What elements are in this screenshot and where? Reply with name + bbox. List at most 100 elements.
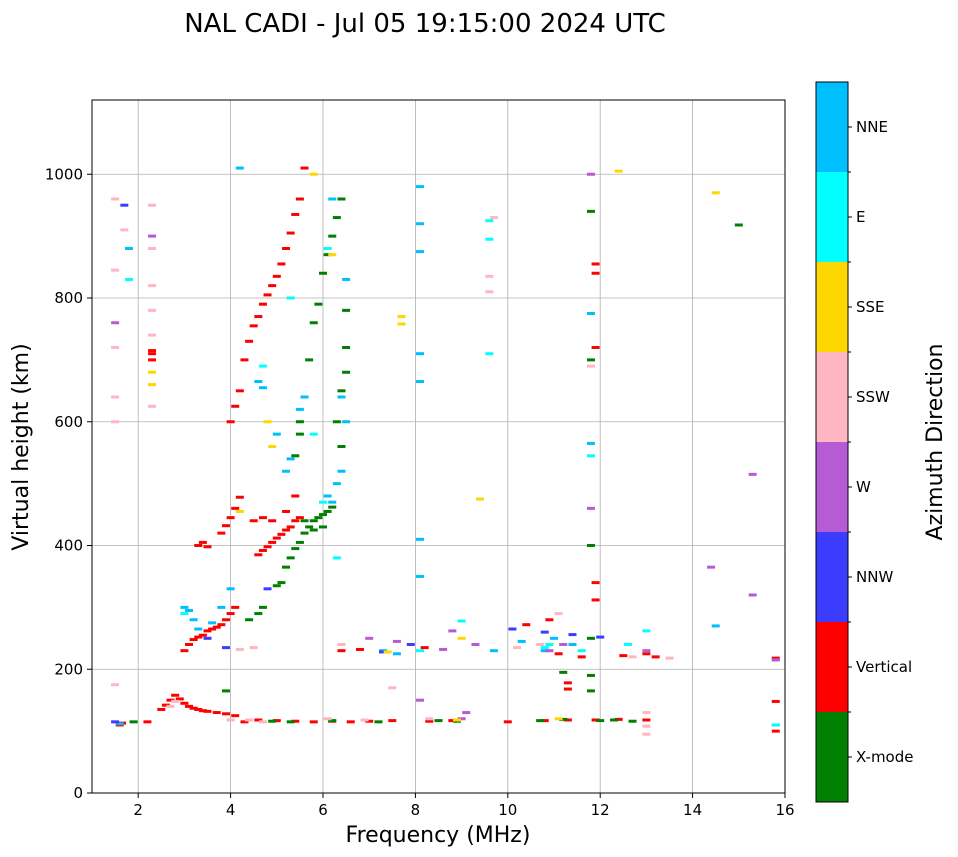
colorbar-frame: [815, 81, 849, 803]
data-point-vertical: [563, 681, 572, 685]
data-point-vertical: [208, 627, 217, 631]
data-point-x-mode: [277, 581, 286, 585]
data-point-vertical: [300, 166, 309, 170]
data-point-x-mode: [129, 720, 138, 724]
data-point-vertical: [203, 545, 212, 549]
data-point-vertical: [180, 649, 189, 653]
data-point-e: [323, 247, 332, 250]
data-point-ssw: [111, 420, 120, 424]
data-point-nne: [416, 537, 425, 541]
data-point-ssw: [485, 290, 494, 294]
data-point-x-mode: [559, 670, 568, 674]
data-point-ssw: [425, 717, 434, 721]
data-point-vertical: [249, 324, 258, 328]
data-point-ssw: [111, 346, 120, 349]
data-point-vertical: [268, 284, 277, 288]
data-point-w: [748, 472, 757, 476]
data-point-e: [485, 219, 494, 223]
data-point-nnw: [379, 650, 388, 654]
colorbar-swatch: [816, 262, 848, 352]
data-point-vertical: [226, 516, 235, 520]
data-point-vertical: [355, 647, 364, 651]
data-point-x-mode: [342, 346, 351, 349]
data-point-vertical: [212, 625, 221, 629]
data-point-w: [586, 172, 595, 176]
data-point-vertical: [771, 729, 780, 733]
data-point-x-mode: [586, 544, 595, 547]
data-point-w: [642, 649, 651, 653]
y-axis-ticks: 0 200 400 600 800 1000: [45, 165, 92, 802]
data-point-x-mode: [734, 223, 743, 227]
data-point-nne: [272, 432, 281, 436]
data-point-vertical: [268, 540, 277, 544]
colorbar-swatch: [816, 82, 848, 172]
data-point-vertical: [185, 643, 194, 646]
data-point-x-mode: [319, 525, 327, 529]
data-point-nnw: [508, 627, 517, 631]
data-point-ssw: [536, 643, 545, 646]
data-point-x-mode: [332, 420, 341, 424]
data-point-ssw: [249, 646, 258, 650]
data-point-sse: [452, 718, 461, 722]
data-point-nne: [208, 621, 217, 625]
data-point-nne: [568, 643, 577, 646]
data-point-vertical: [591, 581, 600, 585]
data-point-vertical: [263, 293, 272, 297]
data-point-ssw: [111, 197, 120, 201]
data-point-nne: [185, 608, 194, 612]
data-point-x-mode: [323, 253, 332, 257]
data-point-nnw: [111, 720, 120, 724]
data-point-x-mode: [374, 720, 383, 724]
colorbar-title: Azimuth Direction: [923, 343, 948, 540]
data-point-nne: [342, 420, 351, 424]
data-point-nne: [323, 494, 332, 498]
data-point-ssw: [111, 268, 120, 272]
data-point-vertical: [148, 352, 157, 356]
data-point-x-mode: [342, 370, 351, 374]
data-point-vertical: [148, 358, 157, 362]
data-point-w: [448, 629, 457, 633]
data-point-x-mode: [586, 636, 595, 640]
data-point-vertical: [295, 516, 304, 520]
data-point-x-mode: [295, 540, 304, 544]
x-axis-ticks: 2 4 6 8 10 12 14 16: [133, 793, 795, 819]
data-point-ssw: [245, 718, 254, 722]
data-point-nnw: [596, 635, 605, 639]
data-point-x-mode: [610, 718, 619, 722]
data-point-x-mode: [314, 302, 323, 306]
data-point-vertical: [291, 519, 300, 523]
data-point-nnw: [540, 630, 549, 634]
data-point-vertical: [258, 302, 267, 306]
data-point-x-mode: [328, 719, 337, 723]
data-point-vertical: [203, 629, 212, 633]
data-point-vertical: [591, 718, 600, 722]
data-point-x-mode: [319, 271, 327, 275]
data-point-vertical: [591, 346, 600, 349]
data-point-nne: [115, 722, 124, 726]
data-point-ssw: [360, 718, 369, 722]
data-point-vertical: [231, 404, 240, 408]
data-point-w: [365, 636, 374, 640]
data-point-vertical: [614, 717, 623, 721]
data-point-ssw: [148, 284, 157, 288]
data-point-x-mode: [536, 719, 545, 723]
data-point-ssw: [111, 683, 120, 687]
data-point-w: [771, 658, 780, 662]
data-point-x-mode: [586, 358, 595, 362]
data-point-nnw: [263, 587, 272, 591]
data-point-x-mode: [628, 719, 637, 723]
data-point-x-mode: [295, 420, 304, 424]
data-point-vertical: [295, 197, 304, 201]
data-point-vertical: [235, 495, 244, 499]
data-point-sse: [309, 172, 318, 176]
data-point-nnw: [203, 636, 212, 640]
data-point-e: [540, 646, 549, 650]
data-point-sse: [397, 322, 406, 326]
data-point-x-mode: [295, 432, 304, 436]
data-point-e: [545, 643, 554, 646]
data-point-nne: [586, 441, 595, 445]
data-point-w: [559, 643, 568, 646]
data-point-vertical: [291, 494, 300, 498]
data-point-x-mode: [328, 234, 337, 238]
x-tick-label: 14: [683, 801, 702, 819]
